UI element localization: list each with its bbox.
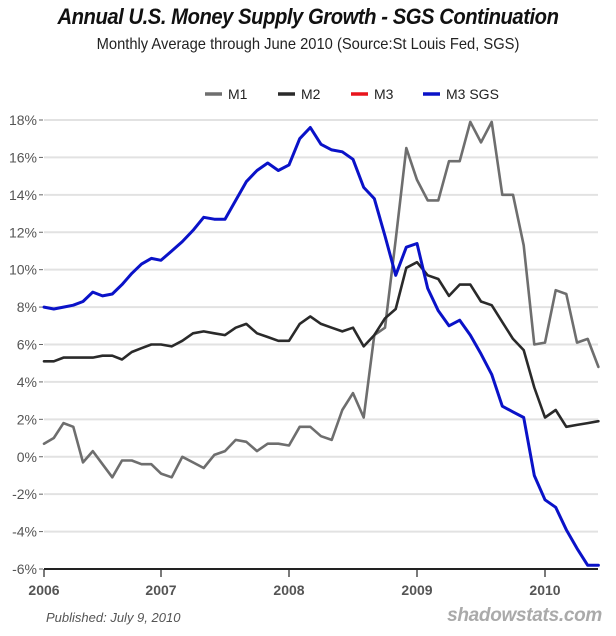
x-axis: 2006 2007 2008 2009 2010 (28, 568, 598, 598)
legend-label: M3 SGS (446, 86, 499, 102)
y-tick-label: 12% (9, 224, 37, 240)
y-tick-label: 14% (9, 187, 37, 203)
y-tick-label: 6% (17, 337, 37, 353)
y-axis: 18% 16% 14% 12% 10% 8% 6% 4% 2% 0% -2% -4% -6% (9, 112, 43, 577)
chart-title: Annual U.S. Money Supply Growth - SGS Co… (57, 4, 559, 29)
y-tick-label: 4% (17, 374, 37, 390)
y-tick-label: 10% (9, 262, 37, 278)
source-watermark: shadowstats.com (447, 605, 602, 626)
published-date: Published: July 9, 2010 (46, 610, 181, 625)
legend: M1 M2 M3 M3 SGS (205, 86, 499, 102)
legend-item-m1: M1 (205, 86, 248, 102)
y-tick-label: -6% (12, 561, 37, 577)
x-tick-label: 2006 (28, 582, 59, 598)
series-line-m1 (42, 120, 600, 479)
y-tick-label: 18% (9, 112, 37, 128)
y-tick-label: 2% (17, 411, 37, 427)
y-tick-label: 8% (17, 299, 37, 315)
y-tick-label: 16% (9, 149, 37, 165)
legend-item-m3-sgs: M3 SGS (423, 86, 499, 102)
x-tick-label: 2010 (529, 582, 560, 598)
chart-subtitle: Monthly Average through June 2010 (Sourc… (96, 36, 520, 53)
series-line-m3-sgs (42, 126, 600, 567)
y-tick-label: -2% (12, 486, 37, 502)
legend-item-m3: M3 (351, 86, 394, 102)
legend-item-m2: M2 (278, 86, 321, 102)
legend-label: M3 (374, 86, 394, 102)
series-lines (42, 120, 600, 567)
y-tick-label: -4% (12, 524, 37, 540)
y-tick-label: 0% (17, 449, 37, 465)
series-line-m2 (42, 260, 600, 429)
x-tick-label: 2008 (273, 582, 304, 598)
x-tick-label: 2009 (401, 582, 432, 598)
gridlines (44, 119, 598, 533)
x-tick-label: 2007 (145, 582, 176, 598)
legend-label: M1 (228, 86, 248, 102)
legend-label: M2 (301, 86, 321, 102)
